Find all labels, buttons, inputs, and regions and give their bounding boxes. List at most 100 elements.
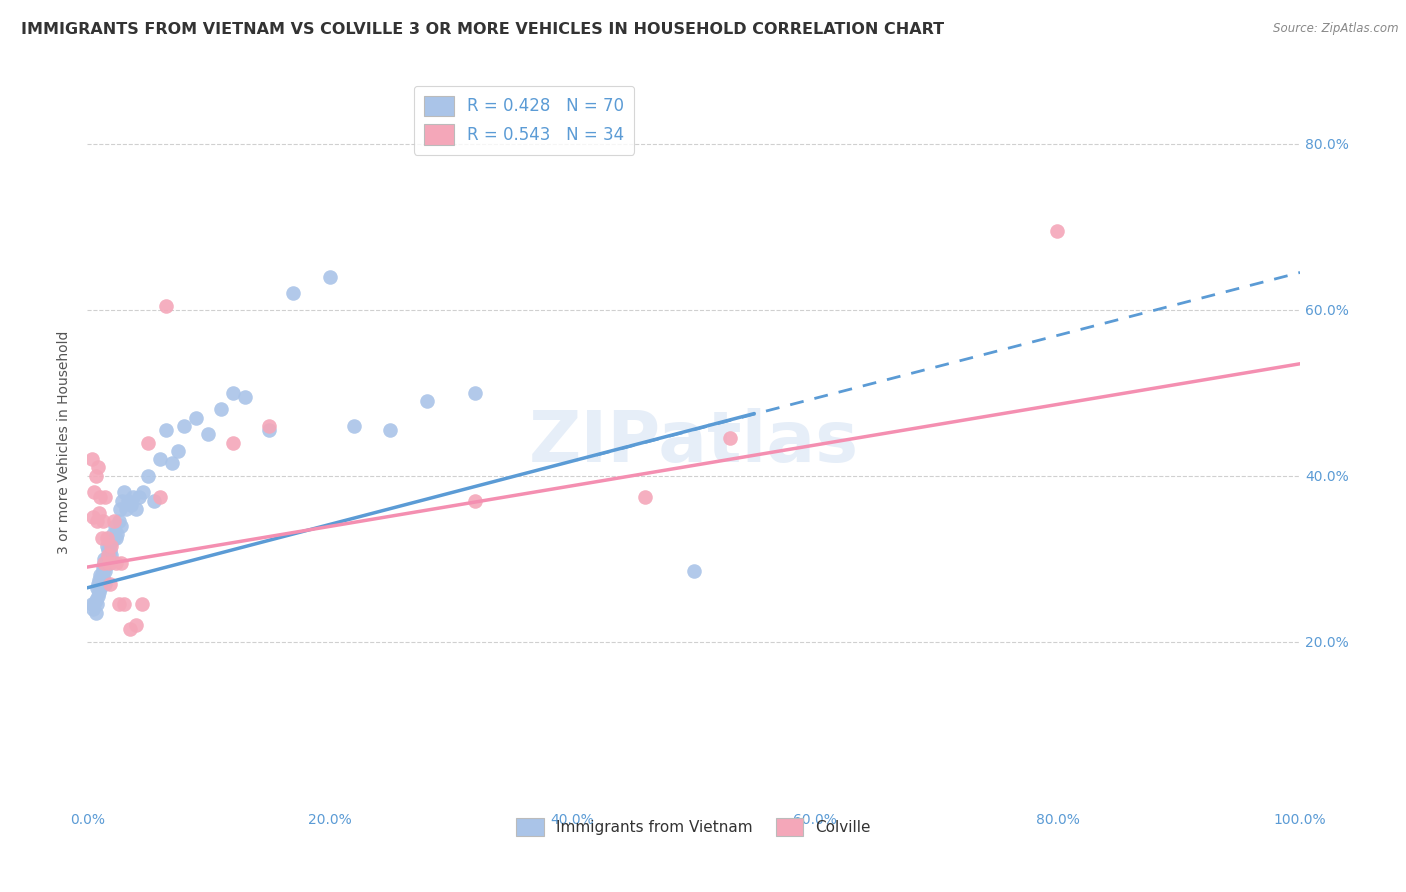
Point (257, 419, 280, 434)
Point (83, 485, 105, 500)
Point (464, 385, 486, 400)
Point (89, 585, 111, 599)
Point (93, 556, 115, 570)
Point (107, 515, 129, 529)
Point (84, 468, 107, 483)
Point (91, 515, 114, 529)
Point (124, 618, 146, 632)
Point (90, 568, 112, 582)
Point (89, 573, 111, 587)
Point (89, 581, 111, 595)
Point (90, 573, 112, 587)
Point (97, 556, 120, 570)
Point (149, 490, 172, 504)
Point (118, 623, 141, 637)
Point (96, 551, 118, 566)
Point (132, 485, 155, 500)
Point (167, 443, 190, 458)
Point (87, 576, 110, 591)
Point (97, 548, 120, 562)
Point (89, 506, 111, 520)
Point (91, 560, 114, 574)
Point (80, 598, 103, 612)
Point (120, 498, 142, 512)
Point (197, 427, 219, 442)
Point (98, 543, 121, 558)
Point (107, 527, 129, 541)
Point (97, 543, 120, 558)
Point (82, 510, 104, 524)
Point (319, 269, 342, 284)
Point (98, 556, 121, 570)
Point (82, 601, 104, 615)
Point (100, 535, 122, 549)
Point (104, 518, 127, 533)
Point (100, 548, 122, 562)
Point (136, 435, 159, 450)
Point (93, 556, 115, 570)
Point (107, 598, 129, 612)
Point (112, 485, 135, 500)
Point (1046, 224, 1069, 238)
Point (86, 581, 108, 595)
Point (90, 531, 112, 545)
Point (96, 531, 118, 545)
Point (105, 556, 128, 570)
Point (131, 598, 153, 612)
Point (464, 493, 486, 508)
Point (115, 502, 138, 516)
Point (94, 576, 117, 591)
Point (98, 548, 121, 562)
Point (110, 556, 132, 570)
Point (112, 598, 135, 612)
Point (343, 419, 366, 434)
Point (149, 452, 172, 467)
Point (117, 493, 139, 508)
Point (98, 556, 121, 570)
Text: Source: ZipAtlas.com: Source: ZipAtlas.com (1274, 22, 1399, 36)
Point (128, 490, 150, 504)
Legend: Immigrants from Vietnam, Colville: Immigrants from Vietnam, Colville (509, 810, 879, 844)
Point (155, 423, 177, 437)
Text: ZIPatlas: ZIPatlas (529, 409, 859, 477)
Point (222, 435, 245, 450)
Point (80, 452, 103, 467)
Point (108, 502, 131, 516)
Point (682, 564, 704, 578)
Point (100, 539, 122, 553)
Point (634, 490, 657, 504)
Point (101, 527, 124, 541)
Point (93, 551, 115, 566)
Text: IMMIGRANTS FROM VIETNAM VS COLVILLE 3 OR MORE VEHICLES IN HOUSEHOLD CORRELATION : IMMIGRANTS FROM VIETNAM VS COLVILLE 3 OR… (21, 22, 945, 37)
Point (122, 490, 145, 504)
Point (416, 394, 439, 409)
Point (86, 598, 108, 612)
Point (257, 423, 280, 437)
Point (136, 468, 159, 483)
Point (155, 299, 177, 313)
Point (96, 539, 118, 553)
Point (222, 385, 245, 400)
Point (94, 564, 117, 578)
Point (96, 556, 118, 570)
Point (209, 402, 232, 417)
Point (105, 531, 128, 545)
Point (84, 606, 107, 620)
Point (173, 419, 195, 434)
Point (103, 531, 125, 545)
Point (87, 589, 110, 603)
Y-axis label: 3 or more Vehicles in Household: 3 or more Vehicles in Household (58, 331, 72, 554)
Point (718, 432, 741, 446)
Point (98, 576, 121, 591)
Point (91, 564, 114, 578)
Point (160, 456, 183, 470)
Point (84, 593, 107, 607)
Point (186, 410, 208, 425)
Point (103, 515, 125, 529)
Point (83, 598, 105, 612)
Point (110, 518, 132, 533)
Point (380, 423, 402, 437)
Point (86, 515, 108, 529)
Point (98, 535, 121, 549)
Point (142, 493, 165, 508)
